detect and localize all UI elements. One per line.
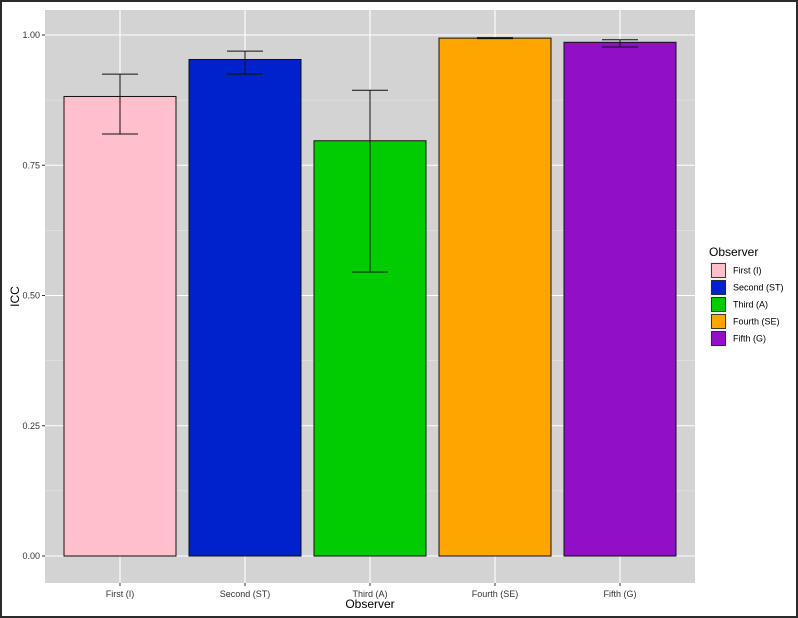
error-bar-2	[352, 89, 388, 273]
legend-key-3	[711, 314, 726, 329]
legend: Observer First (I) Second (ST) Third (A) Fo…	[709, 245, 784, 347]
legend-key-1	[711, 280, 726, 295]
y-tick-label: 1.00	[22, 30, 40, 40]
x-axis: First (I) Second (ST) Third (A) Fourth (SE)…	[106, 583, 637, 599]
x-tick-label: Fifth (G)	[604, 589, 637, 599]
legend-entry-3: Fourth (SE)	[710, 313, 780, 330]
legend-label-4: Fifth (G)	[733, 334, 766, 344]
bar-0	[63, 95, 177, 557]
legend-key-4	[711, 331, 726, 346]
legend-key-0	[711, 263, 726, 278]
bar-1	[188, 58, 302, 557]
y-tick-label: 0.50	[22, 291, 40, 301]
bars	[63, 37, 677, 557]
error-bar-1	[227, 50, 263, 75]
x-tick-label: Second (ST)	[220, 589, 271, 599]
legend-key-2	[711, 297, 726, 312]
y-tick-label: 0.25	[22, 421, 40, 431]
legend-label-3: Fourth (SE)	[733, 317, 780, 327]
error-bar-3	[477, 37, 513, 40]
legend-entry-2: Third (A)	[710, 296, 768, 313]
y-axis: 0.00 0.25 0.50 0.75 1.00	[22, 30, 45, 561]
legend-title: Observer	[709, 245, 758, 259]
legend-entry-4: Fifth (G)	[710, 330, 766, 347]
error-bar-0	[102, 73, 138, 135]
x-tick-label: Third (A)	[352, 589, 387, 599]
x-axis-title: Observer	[345, 597, 394, 611]
y-tick-label: 0.75	[22, 160, 40, 170]
y-axis-title: ICC	[8, 286, 22, 307]
error-bar-4	[602, 39, 638, 48]
legend-entry-0: First (I)	[710, 262, 762, 279]
legend-label-2: Third (A)	[733, 300, 768, 310]
legend-entry-1: Second (ST)	[710, 279, 784, 296]
bar-3	[438, 37, 552, 557]
x-tick-label: Fourth (SE)	[472, 589, 519, 599]
legend-label-0: First (I)	[733, 266, 762, 276]
error-bars	[102, 37, 638, 273]
x-tick-label: First (I)	[106, 589, 135, 599]
legend-label-1: Second (ST)	[733, 283, 784, 293]
y-tick-label: 0.00	[22, 551, 40, 561]
bar-4	[563, 41, 677, 557]
